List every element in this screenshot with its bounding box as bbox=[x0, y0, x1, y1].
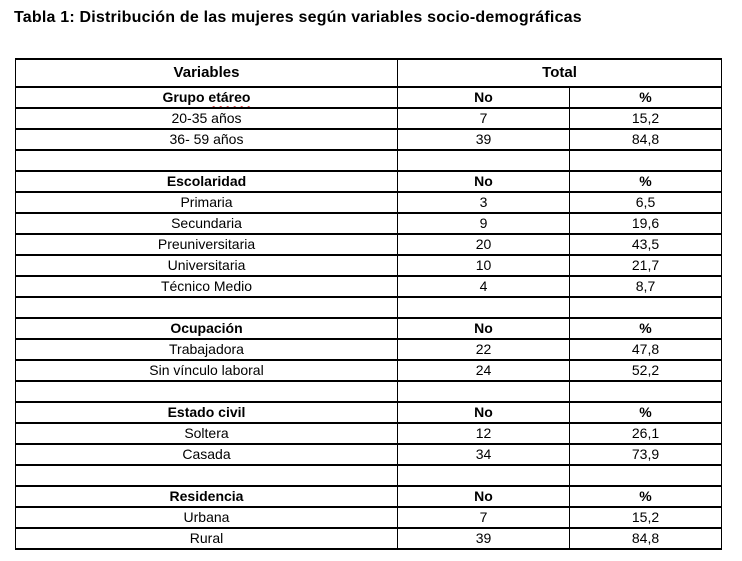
spacer-row bbox=[15, 380, 722, 403]
table-row: Rural 39 84,8 bbox=[15, 527, 722, 550]
count-cell: 7 bbox=[397, 107, 570, 130]
empty-cell bbox=[397, 149, 570, 172]
section-header-row-residencia: Residencia No % bbox=[15, 485, 722, 508]
table-title: Tabla 1: Distribución de las mujeres seg… bbox=[14, 9, 582, 26]
pct-column-header: % bbox=[569, 317, 722, 340]
count-cell: 4 bbox=[397, 275, 570, 298]
table-row: 36- 59 años 39 84,8 bbox=[15, 128, 722, 151]
category-cell: 36- 59 años bbox=[15, 128, 398, 151]
section-header-row-grupo-etareo: Grupo etáreo No % bbox=[15, 86, 722, 109]
section-header-row-ocupacion: Ocupación No % bbox=[15, 317, 722, 340]
no-column-header: No bbox=[397, 485, 570, 508]
table-row: Universitaria 10 21,7 bbox=[15, 254, 722, 277]
percent-cell: 73,9 bbox=[569, 443, 722, 466]
percent-cell: 84,8 bbox=[569, 128, 722, 151]
category-cell: Primaria bbox=[15, 191, 398, 214]
spacer-row bbox=[15, 296, 722, 319]
section-header-row-escolaridad: Escolaridad No % bbox=[15, 170, 722, 193]
category-cell: Técnico Medio bbox=[15, 275, 398, 298]
count-cell: 34 bbox=[397, 443, 570, 466]
variables-header-cell: Variables bbox=[15, 58, 398, 88]
no-column-header: No bbox=[397, 170, 570, 193]
percent-cell: 84,8 bbox=[569, 527, 722, 550]
category-cell: Casada bbox=[15, 443, 398, 466]
percent-cell: 43,5 bbox=[569, 233, 722, 256]
percent-cell: 8,7 bbox=[569, 275, 722, 298]
misspelled-word: etáreo bbox=[208, 89, 251, 106]
percent-cell: 15,2 bbox=[569, 107, 722, 130]
count-cell: 12 bbox=[397, 422, 570, 445]
empty-cell bbox=[569, 149, 722, 172]
pct-column-header: % bbox=[569, 86, 722, 109]
section-title-cell: Grupo etáreo bbox=[15, 86, 398, 109]
percent-cell: 19,6 bbox=[569, 212, 722, 235]
percent-cell: 47,8 bbox=[569, 338, 722, 361]
count-cell: 39 bbox=[397, 527, 570, 550]
percent-cell: 15,2 bbox=[569, 506, 722, 529]
count-cell: 20 bbox=[397, 233, 570, 256]
count-cell: 3 bbox=[397, 191, 570, 214]
category-cell: Preuniversitaria bbox=[15, 233, 398, 256]
section-title-cell: Ocupación bbox=[15, 317, 398, 340]
table-row: Soltera 12 26,1 bbox=[15, 422, 722, 445]
table-row: 20-35 años 7 15,2 bbox=[15, 107, 722, 130]
table-row: Secundaria 9 19,6 bbox=[15, 212, 722, 235]
percent-cell: 21,7 bbox=[569, 254, 722, 277]
section-title-cell: Residencia bbox=[15, 485, 398, 508]
pct-column-header: % bbox=[569, 401, 722, 424]
count-cell: 7 bbox=[397, 506, 570, 529]
count-cell: 10 bbox=[397, 254, 570, 277]
table-row: Sin vínculo laboral 24 52,2 bbox=[15, 359, 722, 382]
table-header-row: Variables Total bbox=[15, 58, 722, 88]
category-cell: Urbana bbox=[15, 506, 398, 529]
empty-cell bbox=[569, 380, 722, 403]
no-column-header: No bbox=[397, 401, 570, 424]
count-cell: 24 bbox=[397, 359, 570, 382]
category-cell: Soltera bbox=[15, 422, 398, 445]
section-title-text: Grupo bbox=[162, 89, 209, 106]
category-cell: Universitaria bbox=[15, 254, 398, 277]
total-header-cell: Total bbox=[397, 58, 722, 88]
empty-cell bbox=[397, 380, 570, 403]
percent-cell: 52,2 bbox=[569, 359, 722, 382]
table-row: Trabajadora 22 47,8 bbox=[15, 338, 722, 361]
empty-cell bbox=[15, 149, 398, 172]
section-title-cell: Estado civil bbox=[15, 401, 398, 424]
table-row: Técnico Medio 4 8,7 bbox=[15, 275, 722, 298]
empty-cell bbox=[15, 464, 398, 487]
category-cell: 20-35 años bbox=[15, 107, 398, 130]
empty-cell bbox=[397, 296, 570, 319]
empty-cell bbox=[569, 296, 722, 319]
no-column-header: No bbox=[397, 317, 570, 340]
category-cell: Sin vínculo laboral bbox=[15, 359, 398, 382]
spacer-row bbox=[15, 464, 722, 487]
count-cell: 39 bbox=[397, 128, 570, 151]
percent-cell: 6,5 bbox=[569, 191, 722, 214]
spacer-row bbox=[15, 149, 722, 172]
empty-cell bbox=[397, 464, 570, 487]
table-row: Primaria 3 6,5 bbox=[15, 191, 722, 214]
empty-cell bbox=[15, 380, 398, 403]
section-title-cell: Escolaridad bbox=[15, 170, 398, 193]
empty-cell bbox=[15, 296, 398, 319]
table-row: Preuniversitaria 20 43,5 bbox=[15, 233, 722, 256]
category-cell: Rural bbox=[15, 527, 398, 550]
empty-cell bbox=[569, 464, 722, 487]
section-header-row-estado-civil: Estado civil No % bbox=[15, 401, 722, 424]
socio-demographics-table: Variables Total Grupo etáreo No % 20-35 … bbox=[15, 58, 722, 550]
pct-column-header: % bbox=[569, 170, 722, 193]
table-row: Urbana 7 15,2 bbox=[15, 506, 722, 529]
count-cell: 22 bbox=[397, 338, 570, 361]
table-row: Casada 34 73,9 bbox=[15, 443, 722, 466]
category-cell: Trabajadora bbox=[15, 338, 398, 361]
percent-cell: 26,1 bbox=[569, 422, 722, 445]
category-cell: Secundaria bbox=[15, 212, 398, 235]
count-cell: 9 bbox=[397, 212, 570, 235]
pct-column-header: % bbox=[569, 485, 722, 508]
no-column-header: No bbox=[397, 86, 570, 109]
